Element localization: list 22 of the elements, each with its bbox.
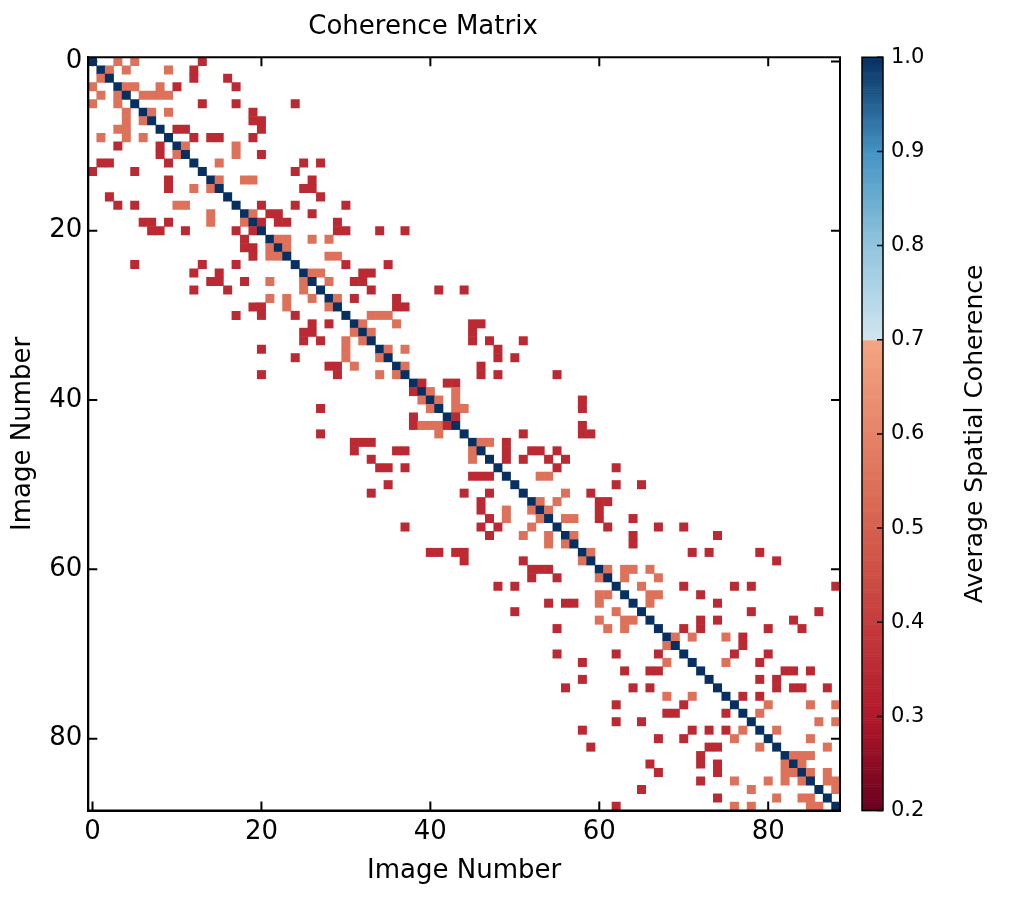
color-bar-label: 0.4	[891, 608, 925, 633]
color-bar-label: 0.3	[891, 702, 925, 727]
chart-title: Coherence Matrix	[308, 10, 538, 41]
y-tick-label: 80	[49, 721, 83, 752]
x-tick-label: 20	[244, 814, 278, 845]
x-tick-label: 80	[751, 814, 785, 845]
color-bar-label: 0.8	[891, 232, 925, 256]
y-tick-label: 20	[49, 213, 83, 244]
color-bar-title: Average Spatial Coherence	[958, 264, 988, 604]
color-bar-label: 0.9	[891, 137, 925, 162]
y-tick-label: 60	[49, 552, 83, 583]
y-tick-label: 0	[65, 44, 83, 75]
x-tick-label: 40	[413, 814, 447, 845]
y-tick-label: 40	[49, 382, 83, 413]
color-bar-label: 0.7	[891, 326, 925, 351]
color-bar-label: 0.5	[891, 514, 925, 539]
color-bar-label: 0.2	[891, 797, 925, 822]
x-axis-title: Image Number	[367, 854, 562, 885]
color-bar-label: 1.0	[891, 43, 925, 68]
x-tick-label: 60	[582, 814, 616, 845]
color-bar-label: 0.6	[891, 420, 925, 445]
y-axis-title: Image Number	[6, 336, 37, 531]
